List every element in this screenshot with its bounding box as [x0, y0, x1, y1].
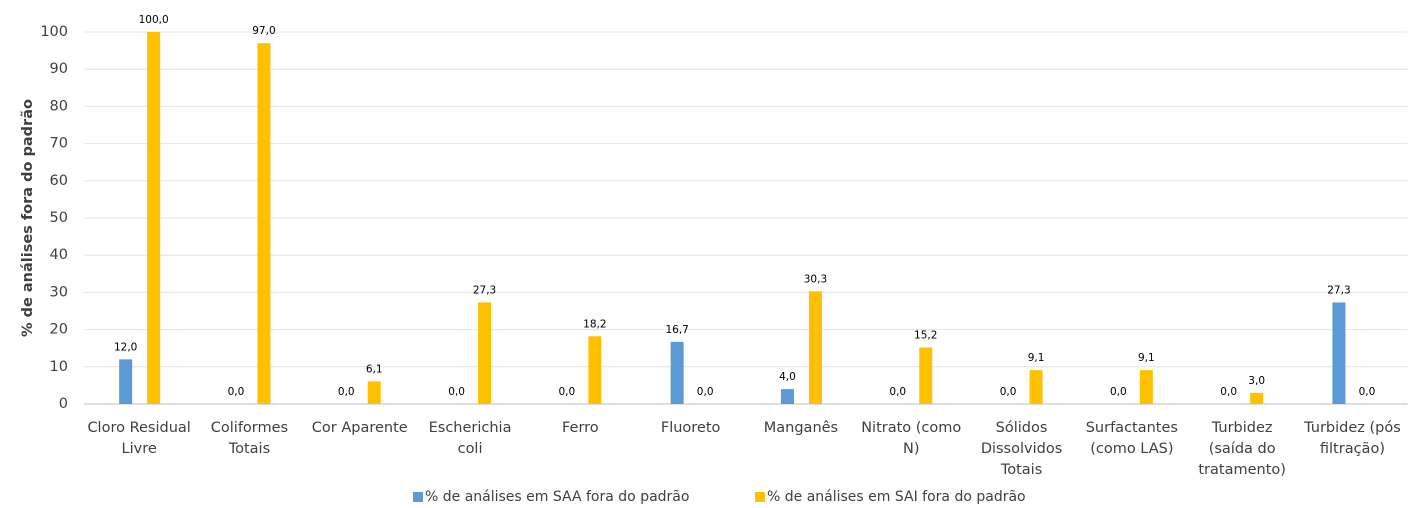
- legend-swatch: [413, 492, 423, 502]
- x-tick-label: Fluoreto: [660, 420, 721, 436]
- bar: [1029, 370, 1043, 404]
- y-tick-label: 0: [59, 396, 68, 412]
- x-tick-label: Cloro Residual Livre: [87, 420, 191, 457]
- data-label: 16,7: [665, 324, 688, 336]
- data-label: 0,0: [1110, 386, 1127, 398]
- y-tick-label: 80: [50, 98, 68, 114]
- y-tick-label: 20: [50, 322, 68, 338]
- y-axis-title: % de análises fora do padrão: [20, 99, 36, 337]
- data-label: 9,1: [1138, 352, 1155, 364]
- x-tick-label: Escherichia coli: [428, 420, 512, 457]
- data-label: 0,0: [889, 386, 906, 398]
- x-tick-label: Manganês: [763, 420, 839, 436]
- data-label: 97,0: [252, 25, 275, 37]
- y-tick-label: 60: [50, 173, 68, 189]
- bar: [588, 336, 602, 404]
- x-tick-label: Cor Aparente: [311, 420, 408, 436]
- bar: [808, 291, 822, 404]
- bar: [1332, 302, 1346, 404]
- data-label: 0,0: [1220, 386, 1237, 398]
- bar: [257, 43, 271, 404]
- data-label: 100,0: [139, 14, 169, 26]
- bar: [119, 359, 133, 404]
- data-label: 9,1: [1028, 352, 1045, 364]
- y-tick-label: 10: [50, 359, 68, 375]
- bar: [670, 341, 684, 404]
- data-label: 6,1: [366, 363, 383, 375]
- x-tick-label: Nitrato (como N): [861, 420, 962, 457]
- bar: [147, 32, 161, 404]
- data-label: 18,2: [583, 318, 606, 330]
- data-label: 30,3: [804, 273, 827, 285]
- data-label: 12,0: [114, 341, 137, 353]
- x-tick-label: Surfactantes (como LAS): [1085, 420, 1178, 457]
- data-label: 27,3: [473, 284, 496, 296]
- y-tick-label: 90: [50, 61, 68, 77]
- data-label: 0,0: [1359, 386, 1376, 398]
- y-tick-label: 30: [50, 284, 68, 300]
- x-tick-label: Ferro: [561, 420, 599, 436]
- x-tick-label: Sólidos Dissolvidos Totais: [980, 420, 1063, 478]
- bar: [478, 302, 492, 404]
- x-tick-label: Turbidez (pós filtração): [1304, 420, 1401, 457]
- x-tick-label: Coliformes Totais: [210, 420, 289, 457]
- bar: [1139, 370, 1153, 404]
- y-tick-label: 70: [50, 136, 68, 152]
- bar: [780, 389, 794, 404]
- data-label: 0,0: [338, 386, 355, 398]
- bar: [367, 381, 381, 404]
- bar: [1250, 392, 1264, 404]
- data-label: 3,0: [1248, 375, 1265, 387]
- data-label: 0,0: [558, 386, 575, 398]
- data-label: 27,3: [1327, 284, 1350, 296]
- data-label: 4,0: [779, 371, 796, 383]
- data-label: 0,0: [448, 386, 465, 398]
- legend-swatch: [755, 492, 765, 502]
- data-label: 0,0: [1000, 386, 1017, 398]
- x-tick-label: Turbidez (saída do tratamento): [1198, 420, 1286, 478]
- y-tick-label: 50: [50, 210, 68, 226]
- data-label: 0,0: [228, 386, 245, 398]
- y-tick-label: 100: [40, 24, 68, 40]
- data-label: 0,0: [697, 386, 714, 398]
- y-tick-label: 40: [50, 247, 68, 263]
- bar: [919, 347, 933, 404]
- data-label: 15,2: [914, 329, 937, 341]
- legend-label: % de análises em SAA fora do padrão: [425, 489, 689, 505]
- legend-label: % de análises em SAI fora do padrão: [767, 489, 1026, 505]
